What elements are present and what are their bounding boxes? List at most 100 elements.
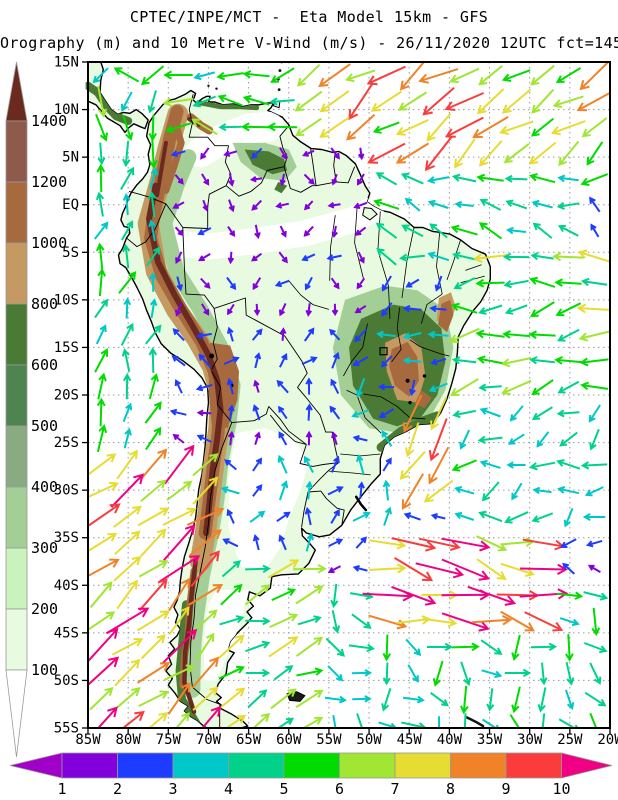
oro-segment: [5, 486, 28, 549]
wind-arrow: [579, 357, 609, 367]
lon-label: 85W: [75, 732, 101, 748]
wind-arrow: [589, 712, 598, 728]
wind-arrow: [249, 510, 266, 523]
wind-arrow: [186, 507, 225, 526]
wind-arrow: [164, 664, 196, 681]
aruba-dot: [207, 84, 210, 87]
wind-arrow: [454, 200, 474, 209]
wind-arrow: [500, 610, 536, 632]
wind-arrow: [163, 70, 193, 80]
wind-arrow: [557, 380, 580, 394]
country-border: [306, 397, 333, 433]
wind-arrow: [556, 409, 580, 418]
lon-label: 45W: [397, 732, 423, 748]
wind-arrow: [537, 687, 547, 713]
wind-arrow: [278, 431, 288, 446]
wind-arrow: [140, 479, 167, 502]
wind-arrow: [476, 355, 504, 365]
wind-arrow: [330, 455, 340, 473]
wind-arrow: [296, 63, 321, 87]
wind-arrow: [252, 534, 260, 551]
wind-arrow: [96, 424, 108, 453]
wind-arrow: [201, 303, 210, 316]
wind-arrow: [254, 431, 261, 446]
wind-arrow: [327, 201, 341, 209]
lon-label: 80W: [116, 732, 142, 748]
wind-arrow: [352, 565, 368, 572]
wind-arrow: [216, 71, 244, 81]
wind-arrow: [422, 617, 458, 628]
lake-titicaca: [209, 353, 215, 359]
wind-arrow: [278, 480, 289, 501]
wind-arrow: [196, 409, 212, 417]
wind-arrow: [326, 254, 342, 261]
country-border: [128, 190, 167, 205]
wind-arrow: [437, 716, 441, 728]
wind-arrow: [192, 453, 219, 477]
wind-arrow-above: [561, 752, 613, 779]
oro-scale-label: 600: [31, 356, 58, 374]
falkland-islands: [286, 691, 306, 702]
wind-arrow: [120, 322, 134, 346]
wind-arrow: [504, 668, 532, 678]
wind-arrow: [356, 173, 365, 186]
wind-arrow: [459, 429, 471, 450]
wind-arrow: [481, 481, 500, 502]
wind-arrow: [168, 577, 190, 612]
wind-arrow: [381, 302, 393, 317]
wind-arrow: [395, 119, 429, 136]
wind-arrow: [162, 507, 197, 526]
wind-arrow: [88, 627, 119, 663]
wind-arrow: [354, 328, 368, 343]
lon-label: 20W: [597, 732, 618, 748]
wind-arrow: [330, 277, 340, 290]
wind-arrow: [375, 222, 398, 239]
wind-arrow: [424, 135, 453, 172]
wind-arrow: [253, 379, 260, 393]
wind-arrow: [434, 275, 443, 292]
state-border: [354, 208, 364, 279]
wind-arrow: [250, 252, 262, 262]
wind-arrow: [252, 404, 261, 421]
wind-arrow: [555, 302, 582, 317]
wind-arrow: [401, 224, 424, 238]
wind-arrow: [565, 661, 575, 686]
wind-arrow: [564, 689, 575, 710]
wind-scale-label: 8: [446, 780, 455, 798]
wind-arrow: [565, 634, 574, 662]
wind-arrow: [273, 665, 294, 681]
wind-arrow: [467, 585, 517, 606]
wind-arrow: [145, 426, 162, 451]
state-border: [288, 280, 330, 310]
wind-arrow: [428, 418, 448, 462]
state-border: [391, 307, 402, 362]
wind-arrow: [501, 88, 532, 114]
wind-arrow: [381, 429, 393, 447]
wind-arrow: [448, 327, 480, 344]
wind-segment: [61, 752, 118, 779]
wind-arrow: [327, 486, 344, 496]
wind-arrow: [294, 90, 323, 112]
wind-arrow: [242, 94, 270, 106]
wind-arrow: [147, 90, 157, 114]
roraima-patch: [274, 181, 288, 194]
wind-arrow: [305, 480, 314, 500]
wind-arrow: [559, 617, 580, 627]
wind-arrow: [558, 718, 579, 728]
wind-arrow: [148, 138, 158, 170]
wind-arrow: [95, 324, 107, 345]
oro-scale-label: 1200: [31, 173, 67, 191]
lon-label: 75W: [156, 732, 182, 748]
wind-arrow: [331, 431, 338, 446]
wind-arrow: [506, 226, 527, 235]
wind-segment: [505, 752, 562, 779]
oro-scale-label: 200: [31, 600, 58, 618]
wind-arrow: [113, 555, 142, 582]
wind-arrow: [201, 173, 210, 186]
oro-segment: [5, 303, 28, 366]
wind-arrow: [577, 249, 610, 263]
wind-arrow: [116, 579, 138, 610]
wind-arrow: [585, 539, 603, 548]
wind-arrow: [332, 715, 337, 728]
wind-arrow: [589, 196, 601, 213]
